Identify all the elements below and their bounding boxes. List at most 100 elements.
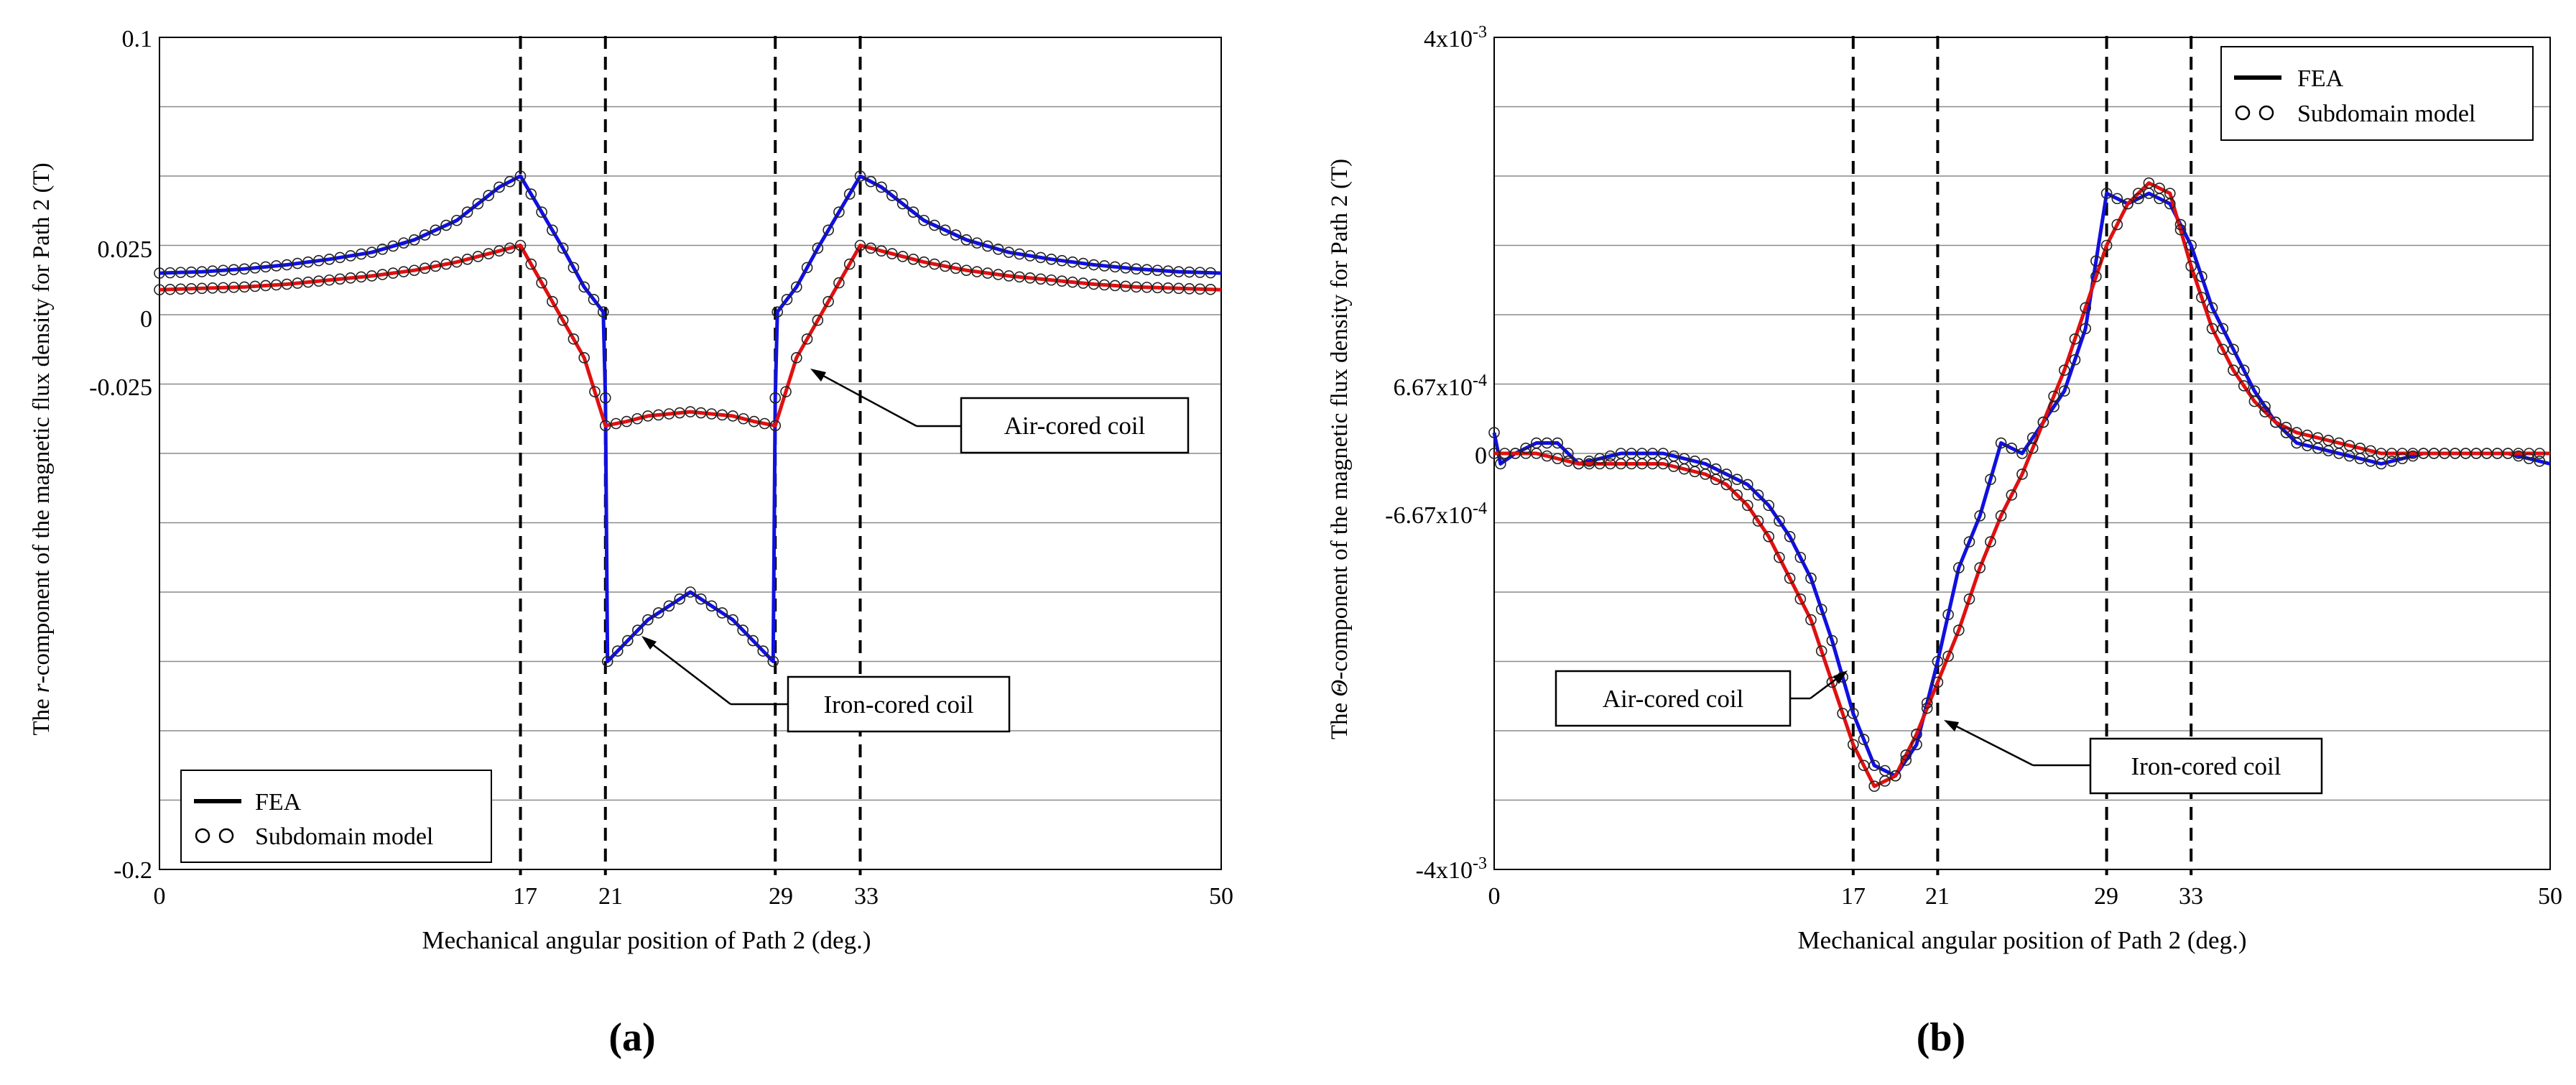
- panel-a-model-point: [769, 392, 782, 404]
- panel-b-model-point: [2333, 437, 2345, 449]
- panel-a-model-point: [366, 270, 378, 282]
- panel-a-model-point: [408, 264, 420, 277]
- panel-a-xtick-label: 21: [598, 883, 623, 910]
- panel-a-model-point: [663, 600, 675, 612]
- panel-a-annotation-air-label: Air-cored coil: [1004, 412, 1146, 440]
- panel-a-model-point: [843, 258, 856, 270]
- panel-b-model-point: [1742, 479, 1753, 491]
- panel-b-model-point: [2206, 323, 2218, 335]
- panel-a-model-point: [791, 281, 802, 293]
- panel-a-model-point: [1088, 278, 1100, 290]
- panel-a-model-point: [1098, 260, 1111, 272]
- panel-b-model-point: [1858, 734, 1870, 745]
- panel-a-model-point: [345, 250, 356, 262]
- panel-a-model-point: [292, 277, 303, 289]
- panel-a-model-point: [716, 409, 728, 421]
- panel-b-model-point: [1985, 536, 1996, 548]
- panel-a-model-point: [1120, 280, 1131, 292]
- panel-a-model-point: [366, 246, 378, 258]
- panel-a-ytick-label: 0.1: [122, 26, 153, 52]
- panel-b-model-point: [1700, 468, 1711, 480]
- panel-a-model-point: [536, 277, 547, 289]
- panel-a-ytick-label: 0.025: [98, 236, 153, 263]
- panel-b-xtick-label: 33: [2179, 883, 2203, 910]
- panel-a-model-point: [823, 224, 834, 236]
- panel-a-model-point: [504, 175, 516, 188]
- panel-a-model-point: [611, 645, 624, 657]
- panel-a-model-point: [992, 244, 1004, 255]
- panel-a-model-point: [929, 258, 940, 270]
- panel-b-model-point: [1531, 448, 1542, 459]
- panel-b-model-point: [1858, 760, 1870, 772]
- panel-a-annotation-iron: Iron-cored coil: [641, 636, 1011, 733]
- panel-a-model-point: [599, 392, 611, 404]
- panel-b-model-point: [1520, 442, 1532, 454]
- panel-b-model-point: [2111, 218, 2123, 231]
- panel-a-model-point: [557, 314, 569, 326]
- panel-a-x-axis-label: Mechanical angular position of Path 2 (d…: [422, 926, 871, 954]
- panel-a-model-point: [589, 386, 601, 397]
- panel-b-model-point: [1815, 645, 1827, 657]
- panel-b-model-point: [2174, 218, 2187, 231]
- panel-a-model-point: [472, 251, 484, 262]
- panel-b-ytick-label: -6.67x10-4: [1385, 499, 1487, 529]
- panel-a-model-point: [259, 280, 272, 292]
- panel-a-ytick-label: 0: [140, 306, 152, 333]
- panel-a-model-point: [929, 219, 940, 231]
- panel-b-model-point: [1668, 461, 1680, 472]
- panel-b-model-point: [1942, 650, 1954, 662]
- panel-b-model-point: [2259, 406, 2271, 417]
- panel-b-model-point: [1921, 697, 1933, 709]
- panel-b-model-point: [1678, 463, 1690, 475]
- panel-a-model-point: [249, 280, 261, 292]
- panel-b-model-point: [1805, 614, 1817, 626]
- panel-a-legend-model-label: Subdomain model: [255, 823, 433, 850]
- panel-a-xtick-label: 33: [854, 883, 879, 910]
- panel-a-ytick-label: -0.025: [89, 374, 152, 401]
- panel-b-model-point: [2069, 333, 2081, 345]
- panel-a-model-point: [812, 242, 824, 254]
- panel-b-model-point: [2217, 343, 2229, 356]
- panel-b-model-point: [2270, 416, 2281, 428]
- panel-a-model-point: [196, 266, 208, 277]
- panel-a-model-point: [440, 219, 452, 231]
- panel-b-model-point: [1541, 450, 1553, 462]
- panel-a-model-point: [748, 415, 760, 428]
- panel-a-model-point: [1003, 270, 1015, 282]
- panel-a-model-point: [737, 624, 749, 636]
- panel-b-model-point: [2100, 239, 2113, 251]
- panel-a-model-point: [557, 242, 569, 254]
- panel-a-model-point: [610, 417, 622, 430]
- panel-b-model-point: [1689, 466, 1701, 478]
- panel-a-model-point: [440, 258, 452, 270]
- panel-a-model-point: [588, 293, 600, 305]
- panel-a-model-point: [992, 269, 1004, 280]
- panel-a-model-point: [387, 267, 399, 279]
- panel-a-model-point: [747, 634, 759, 647]
- panel-b-model-point: [1710, 474, 1722, 485]
- panel-b-model-point: [2185, 239, 2197, 251]
- panel-b-model-point: [2228, 364, 2239, 377]
- panel-a-model-point: [547, 295, 558, 308]
- panel-a-model-point: [865, 242, 877, 254]
- panel-a-model-point: [621, 634, 634, 647]
- panel-a-model-point: [514, 170, 527, 182]
- panel-a-model-point: [461, 253, 473, 265]
- panel-b-model-point: [1742, 499, 1753, 512]
- panel-b-legend-model-label: Subdomain model: [2297, 101, 2475, 127]
- panel-a-series: [159, 174, 1222, 663]
- panel-a-model-point: [1067, 276, 1078, 288]
- panel-a-model-point: [1024, 250, 1036, 262]
- panel-b-markers: [1488, 177, 2546, 792]
- panel-a-vlines: [519, 36, 862, 875]
- panel-a-model-point: [259, 261, 272, 273]
- panel-a-model-point: [621, 415, 633, 428]
- panel-a-model-point: [238, 281, 251, 293]
- panel-b-model-point: [2365, 445, 2376, 457]
- panel-a-xtick-label: 50: [1209, 883, 1233, 910]
- panel-a-xtick-label: 29: [769, 883, 793, 910]
- panel-b-model-point: [1763, 530, 1774, 542]
- panel-b-model-point: [1794, 551, 1807, 563]
- panel-b-annotation-iron: Iron-cored coil: [1944, 720, 2323, 795]
- panel-b-legend: FEA Subdomain model: [2220, 46, 2534, 141]
